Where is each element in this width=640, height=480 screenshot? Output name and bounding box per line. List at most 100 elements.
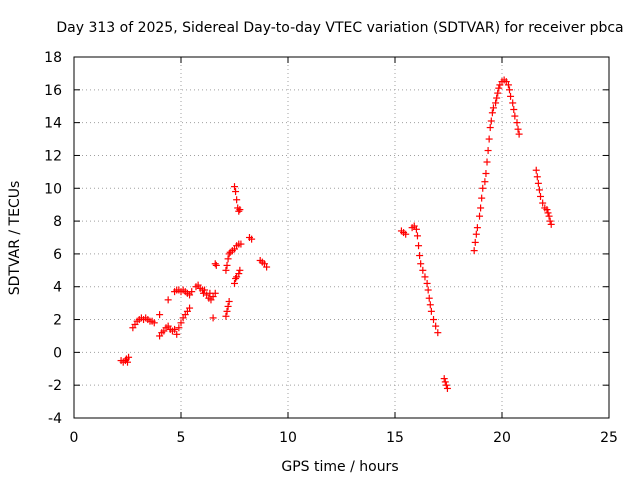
- data-point: [493, 94, 501, 102]
- data-point: [544, 209, 552, 217]
- data-point: [211, 260, 219, 268]
- data-point: [222, 266, 230, 274]
- data-point: [477, 204, 485, 212]
- data-point: [485, 135, 493, 143]
- y-tick-label: 16: [44, 83, 62, 99]
- data-point: [441, 378, 449, 386]
- data-point: [231, 279, 238, 287]
- data-point: [471, 238, 479, 246]
- data-points: [117, 76, 555, 392]
- x-tick-label: 0: [70, 430, 79, 446]
- data-point: [171, 325, 179, 333]
- data-point: [442, 381, 450, 389]
- data-point: [495, 84, 503, 92]
- data-point: [263, 263, 271, 271]
- data-point: [489, 104, 497, 112]
- x-tick-labels: 0 5 10 15 20 25: [70, 430, 618, 446]
- grid-lines: [74, 57, 609, 418]
- y-tick-label: 10: [44, 181, 62, 197]
- data-point: [510, 106, 518, 114]
- data-point: [511, 112, 519, 120]
- data-point: [417, 260, 425, 268]
- y-axis-label: SDTVAR / TECUs: [7, 181, 23, 296]
- axis-ticks: [73, 56, 610, 419]
- data-point: [486, 124, 494, 132]
- data-point: [199, 289, 207, 297]
- data-point: [484, 147, 492, 155]
- chart-title: Day 313 of 2025, Sidereal Day-to-day VTE…: [56, 20, 623, 36]
- data-point: [481, 178, 489, 186]
- y-tick-label: 4: [53, 280, 62, 296]
- data-point: [504, 81, 512, 89]
- data-point: [186, 304, 194, 312]
- y-tick-label: -2: [48, 378, 62, 394]
- data-point: [515, 130, 523, 138]
- data-point: [537, 192, 545, 200]
- data-point: [188, 288, 196, 296]
- data-point: [222, 312, 230, 320]
- data-point: [236, 206, 244, 214]
- x-tick-label: 15: [386, 430, 404, 446]
- data-point: [125, 353, 133, 361]
- data-point: [236, 266, 244, 274]
- data-point: [532, 166, 540, 174]
- data-point: [416, 252, 424, 260]
- data-point: [224, 255, 232, 263]
- data-point: [509, 99, 517, 107]
- data-point: [487, 117, 495, 125]
- data-point: [150, 319, 158, 327]
- data-point: [440, 375, 448, 383]
- data-point: [231, 183, 238, 191]
- data-point: [430, 316, 438, 324]
- y-tick-label: 18: [44, 50, 62, 66]
- data-point: [156, 311, 164, 319]
- data-point: [223, 307, 231, 315]
- data-point: [415, 242, 423, 250]
- data-point: [419, 266, 427, 274]
- data-point: [547, 220, 555, 228]
- data-point: [224, 302, 232, 310]
- data-point: [423, 279, 431, 287]
- data-point: [124, 358, 131, 366]
- data-point: [413, 232, 421, 240]
- data-point: [539, 199, 547, 207]
- data-point: [232, 275, 240, 283]
- x-tick-label: 20: [493, 430, 511, 446]
- data-point: [535, 186, 543, 194]
- x-tick-label: 5: [177, 430, 186, 446]
- data-point: [223, 261, 231, 269]
- data-point: [472, 230, 480, 238]
- data-point: [432, 322, 440, 330]
- data-point: [543, 206, 551, 214]
- x-tick-label: 25: [600, 430, 618, 446]
- y-tick-label: 8: [53, 214, 62, 230]
- data-point: [482, 170, 490, 178]
- data-point: [402, 230, 410, 238]
- data-point: [173, 330, 181, 338]
- data-point: [235, 270, 243, 278]
- data-point: [201, 286, 209, 294]
- y-tick-label: 12: [44, 148, 62, 164]
- data-point: [235, 207, 243, 215]
- data-point: [478, 194, 486, 202]
- y-tick-label: 2: [53, 313, 62, 329]
- data-point: [483, 158, 491, 166]
- data-point: [443, 384, 451, 392]
- data-point: [233, 196, 241, 204]
- data-point: [177, 319, 185, 327]
- data-point: [533, 173, 541, 181]
- data-point: [494, 89, 502, 97]
- data-point: [212, 261, 220, 269]
- data-point: [248, 235, 256, 243]
- data-point: [546, 217, 554, 225]
- data-point: [514, 125, 522, 133]
- data-point: [424, 286, 432, 294]
- data-point: [232, 188, 240, 196]
- data-point: [507, 92, 515, 100]
- data-point: [492, 99, 500, 107]
- data-point: [209, 314, 217, 322]
- data-point: [434, 329, 442, 337]
- x-tick-label: 10: [279, 430, 297, 446]
- data-point: [473, 224, 481, 232]
